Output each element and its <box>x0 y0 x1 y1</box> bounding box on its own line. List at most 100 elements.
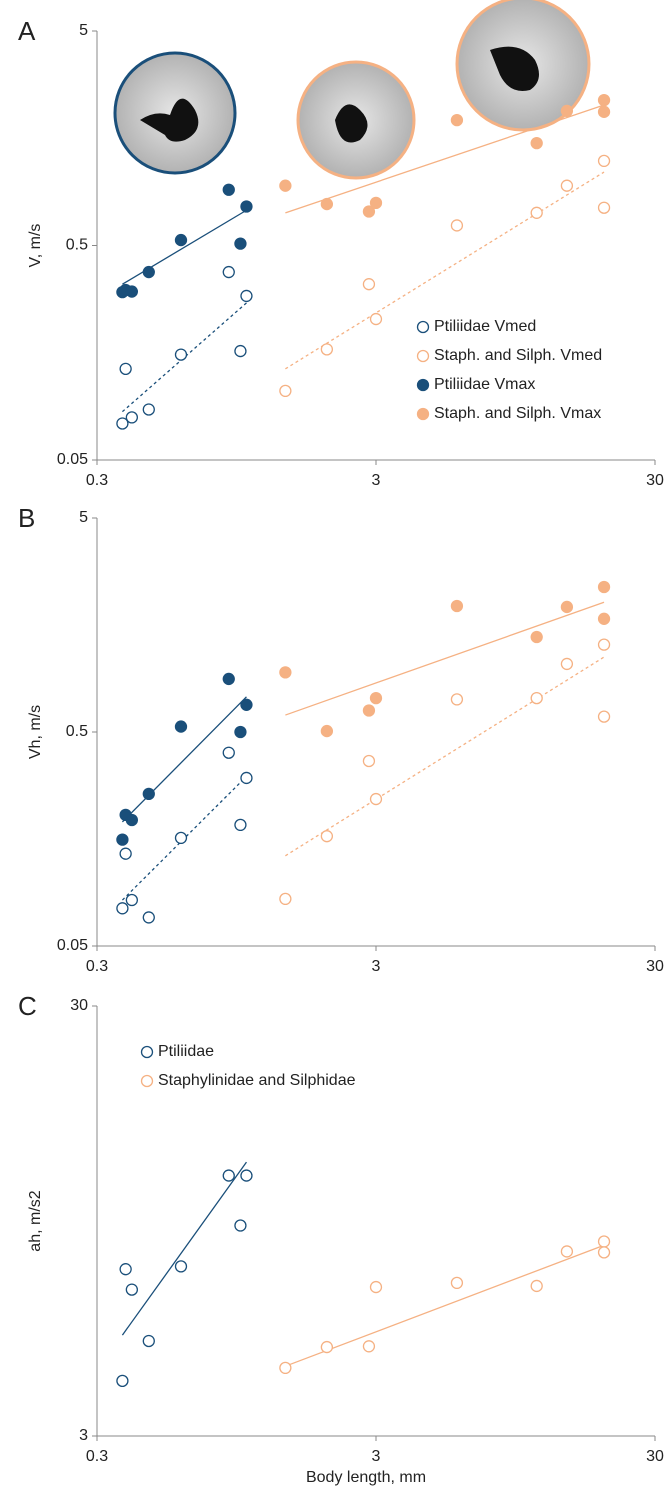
data-point <box>174 831 188 845</box>
panel-letter: A <box>18 16 36 46</box>
legend-marker <box>140 1045 154 1059</box>
data-point <box>530 206 543 219</box>
legend-label: Staphylinidae and Silphidae <box>158 1072 356 1089</box>
data-point <box>125 1283 139 1296</box>
data-point <box>369 196 383 210</box>
x-tick-label: 30 <box>646 958 664 975</box>
y-axis-label: Vh, m/s <box>27 705 44 759</box>
data-point <box>174 720 188 733</box>
data-point <box>362 205 376 218</box>
y-tick-label: 30 <box>70 997 88 1014</box>
data-point <box>142 265 155 279</box>
legend-label: Ptiliidae Vmax <box>434 376 535 393</box>
data-point <box>530 1279 543 1293</box>
data-point <box>369 691 383 705</box>
trend-line <box>285 1244 605 1367</box>
y-axis-label: V, m/s <box>27 224 44 268</box>
legend-label: Staph. and Silph. Vmed <box>434 347 602 364</box>
trend-line <box>121 696 247 823</box>
data-point <box>369 792 383 806</box>
data-point <box>240 1169 253 1182</box>
data-point <box>125 411 139 424</box>
y-tick-label: 5 <box>79 509 88 526</box>
legend-marker <box>416 407 430 421</box>
data-point <box>560 657 574 671</box>
data-point <box>597 580 611 594</box>
y-tick-label: 0.5 <box>66 237 88 254</box>
data-point <box>362 1340 376 1353</box>
data-point <box>116 417 129 430</box>
trend-line <box>285 601 605 716</box>
data-point <box>362 278 376 291</box>
panel-letter: B <box>18 503 35 533</box>
data-point <box>116 1374 129 1388</box>
legend-marker <box>416 349 430 363</box>
y-tick-label: 3 <box>79 1427 88 1444</box>
data-point <box>174 1260 188 1273</box>
data-point <box>116 902 129 915</box>
data-point <box>362 704 376 717</box>
data-point <box>560 104 574 118</box>
data-point <box>240 289 253 303</box>
trend-line <box>285 104 605 214</box>
data-point <box>320 724 334 738</box>
trend-line <box>121 1161 247 1336</box>
data-point <box>222 672 235 686</box>
y-tick-label: 0.05 <box>57 451 88 468</box>
data-point <box>320 1340 334 1354</box>
data-point <box>142 787 155 801</box>
data-point <box>597 201 611 214</box>
y-tick-label: 0.05 <box>57 937 88 954</box>
data-point <box>119 362 132 376</box>
data-point <box>234 725 247 739</box>
data-point <box>222 1169 235 1182</box>
data-point <box>597 94 611 107</box>
data-point <box>597 1235 611 1248</box>
data-point <box>597 1246 611 1259</box>
data-point <box>369 1280 383 1294</box>
data-point <box>234 237 247 250</box>
data-point <box>450 599 464 613</box>
data-point <box>116 833 129 846</box>
data-point <box>597 612 611 625</box>
data-point <box>234 1219 247 1232</box>
x-axis-label: Body length, mm <box>306 1469 426 1486</box>
legend-marker <box>140 1074 154 1088</box>
data-point <box>125 285 139 298</box>
beetle-silhouette <box>140 98 199 142</box>
data-point <box>450 219 464 232</box>
x-tick-label: 30 <box>646 472 664 489</box>
data-point <box>279 892 292 906</box>
beetle-silhouette <box>335 104 368 143</box>
beetle-silhouette <box>490 46 539 91</box>
legend-marker <box>416 378 430 392</box>
data-point <box>222 746 235 759</box>
data-point <box>450 693 464 706</box>
legend-label: Ptiliidae <box>158 1043 214 1060</box>
data-point <box>560 179 574 192</box>
x-tick-label: 30 <box>646 1448 664 1465</box>
trend-line <box>121 775 247 901</box>
x-tick-label: 0.3 <box>86 958 108 975</box>
data-point <box>597 154 611 168</box>
data-point <box>142 911 155 924</box>
data-point <box>450 114 464 127</box>
data-point <box>119 847 132 860</box>
data-point <box>222 183 235 196</box>
data-point <box>125 893 139 907</box>
legend-label: Ptiliidae Vmed <box>434 318 536 335</box>
data-point <box>320 830 334 843</box>
x-tick-label: 3 <box>372 1448 381 1465</box>
data-point <box>279 666 292 679</box>
legend-label: Staph. and Silph. Vmax <box>434 405 601 422</box>
data-point <box>142 403 155 416</box>
x-tick-label: 3 <box>372 472 381 489</box>
data-point <box>369 312 383 326</box>
data-point <box>240 698 253 711</box>
data-point <box>560 1245 574 1258</box>
data-point <box>530 691 543 705</box>
data-point <box>597 710 611 723</box>
data-point <box>119 1263 132 1276</box>
y-tick-label: 5 <box>79 22 88 39</box>
